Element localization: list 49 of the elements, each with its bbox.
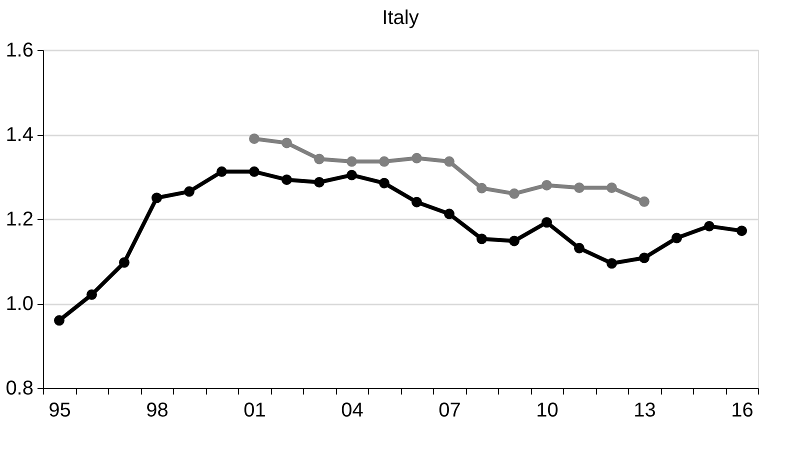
point <box>184 186 194 197</box>
point <box>476 182 487 194</box>
y-tick-label: 1.6 <box>6 40 34 62</box>
x-tick-label: 98 <box>146 400 168 422</box>
point <box>314 177 324 188</box>
x-tick-label: 95 <box>48 400 71 422</box>
point <box>412 152 422 164</box>
chart-title: Italy <box>382 7 419 29</box>
point <box>314 154 324 164</box>
point <box>736 226 747 236</box>
point <box>282 174 292 185</box>
point <box>346 156 357 167</box>
point <box>476 234 487 244</box>
point <box>574 182 584 193</box>
y-tick-label: 1.4 <box>6 124 34 146</box>
x-tick-label: 10 <box>536 400 558 422</box>
y-tick-label: 1.2 <box>6 208 34 230</box>
point <box>606 182 617 193</box>
point <box>704 220 714 232</box>
x-tick-label: 01 <box>244 400 266 422</box>
y-tick-label: 1.0 <box>6 293 34 315</box>
x-tick-label: 07 <box>438 400 461 422</box>
point <box>542 180 552 190</box>
point <box>379 178 390 188</box>
point <box>606 258 617 269</box>
point <box>152 192 162 204</box>
point <box>639 252 650 264</box>
point <box>249 133 260 144</box>
point <box>672 232 682 244</box>
y-tick-label: 0.8 <box>6 378 34 400</box>
point <box>444 156 454 167</box>
point <box>509 188 520 199</box>
point <box>509 236 520 246</box>
point <box>379 156 390 167</box>
point <box>639 196 650 207</box>
point <box>282 138 292 148</box>
point <box>86 289 97 300</box>
point <box>542 217 552 228</box>
point <box>216 166 227 177</box>
point <box>412 196 422 208</box>
point <box>249 166 260 177</box>
point <box>346 170 357 180</box>
x-tick-label: 13 <box>634 400 656 422</box>
x-tick-label: 04 <box>341 400 364 422</box>
point <box>444 208 454 220</box>
x-tick-label: 16 <box>731 400 754 422</box>
point <box>119 257 130 268</box>
point <box>574 242 584 254</box>
point <box>54 315 64 326</box>
